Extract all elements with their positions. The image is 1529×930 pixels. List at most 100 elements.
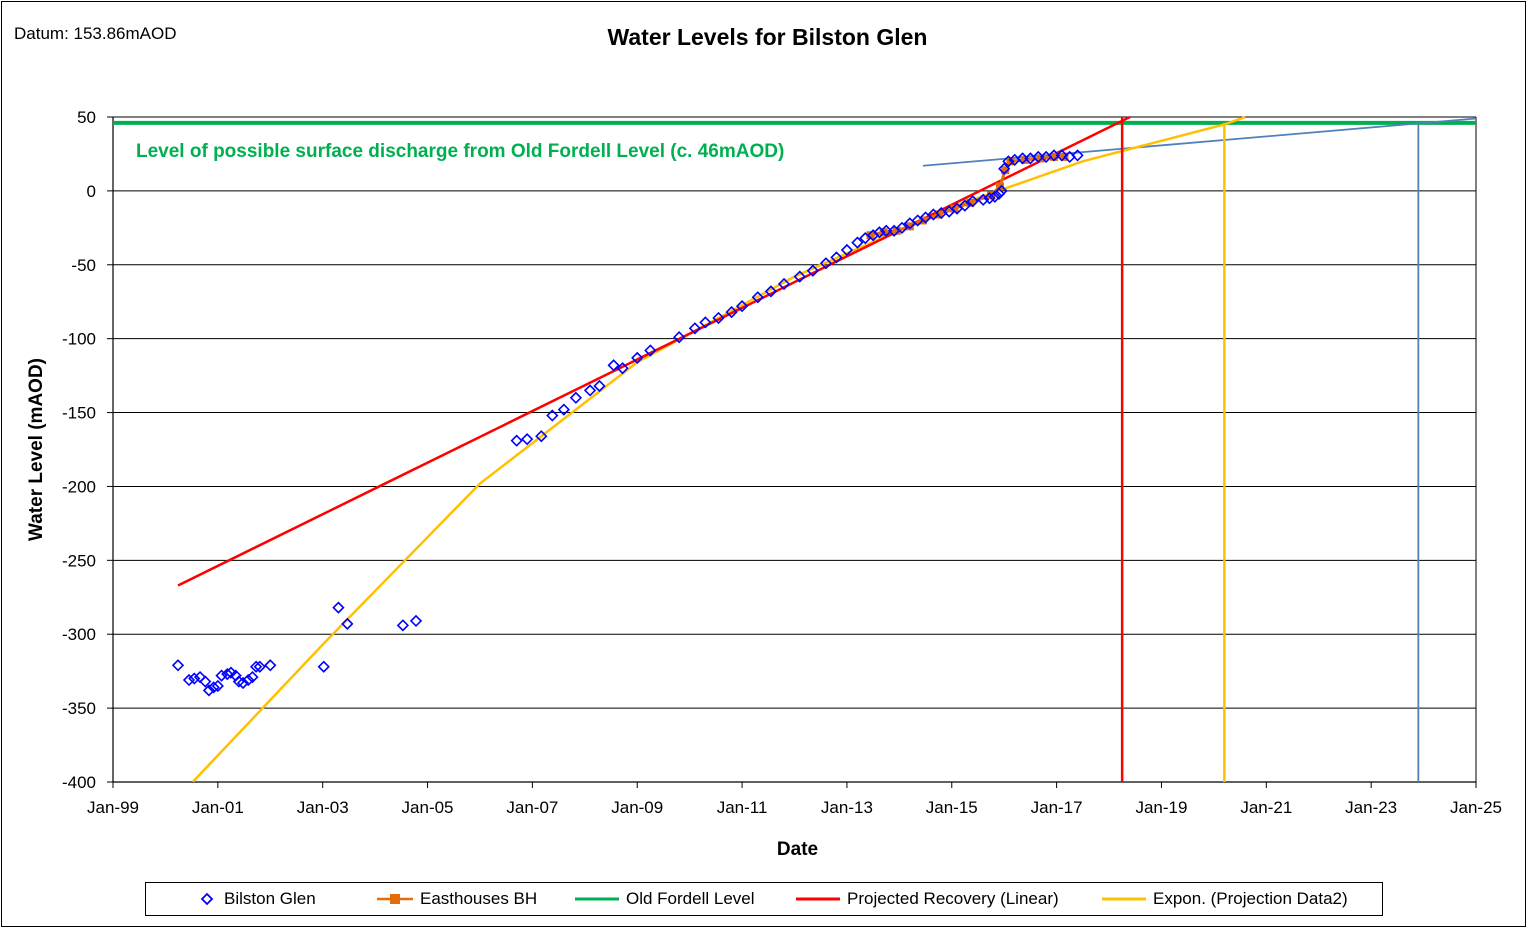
bilston-glen-point: [1055, 149, 1068, 162]
bilston-glen-point: [751, 291, 764, 304]
bilston-glen-point: [988, 190, 1001, 203]
bilston-glen-point: [583, 384, 597, 397]
y-tick-label: -350: [62, 699, 96, 718]
x-tick-label: Jan-05: [402, 798, 454, 817]
x-tick-label: Jan-11: [717, 798, 768, 817]
y-tick-label: -400: [62, 773, 96, 792]
bilston-glen-point: [998, 162, 1011, 175]
bilston-glen-point: [221, 667, 234, 681]
x-tick-label: Jan-25: [1450, 798, 1502, 817]
bilston-glen-point: [830, 251, 843, 264]
bilston-glen-point: [202, 684, 216, 697]
legend-label: Bilston Glen: [224, 889, 316, 908]
easthouses-bh-point: [905, 222, 914, 231]
bilston-glen-point: [396, 619, 410, 632]
bilston-glen-point: [673, 331, 686, 344]
bilston-glen-point: [264, 659, 277, 672]
bilston-glen-point: [317, 660, 330, 673]
bilston-glen-point: [246, 670, 259, 684]
bilston-glen-point: [806, 264, 819, 277]
bilston-glen-point: [1002, 155, 1015, 168]
x-tick-label: Jan-13: [821, 798, 873, 817]
y-tick-label: 50: [77, 108, 96, 127]
x-tick-label: Jan-17: [1031, 798, 1083, 817]
bilston-glen-point: [699, 316, 712, 329]
bilston-glen-point: [977, 193, 990, 206]
bilston-glen-point: [1071, 149, 1084, 162]
bilston-glen-point: [171, 659, 185, 672]
bilston-glen-point: [992, 187, 1006, 200]
y-tick-label: -150: [62, 404, 96, 423]
datum-label: Datum: 153.86mAOD: [14, 24, 177, 43]
y-tick-label: -200: [62, 477, 96, 496]
green-line-icon: [575, 897, 619, 901]
bilston-glen-point: [712, 311, 725, 325]
bilston-glen-point: [546, 409, 559, 422]
legend-item-bilston-glen: Bilston Glen: [196, 883, 316, 915]
bilston-glen-point: [207, 681, 220, 694]
bilston-glen-point: [607, 359, 620, 372]
legend-item-expon-projection: Expon. (Projection Data2): [1101, 883, 1348, 915]
bilston-glen-point: [983, 192, 996, 205]
bilston-glen-point: [182, 673, 196, 687]
x-tick-label: Jan-07: [506, 798, 558, 817]
bilston-glen-point: [777, 277, 791, 291]
easthouses-bh-point: [1001, 166, 1010, 175]
y-axis-title: Water Level (mAOD): [26, 358, 47, 541]
legend-item-easthouses-bh: Easthouses BH: [376, 883, 537, 915]
bilston-glen-point: [188, 672, 201, 685]
legend-label: Old Fordell Level: [626, 889, 755, 908]
bilston-glen-point: [764, 285, 778, 298]
bilston-glen-point: [688, 322, 702, 335]
bilston-glen-point: [510, 434, 523, 447]
bilston-glen-point: [1016, 152, 1029, 165]
bilston-glen-point: [253, 660, 266, 673]
bilston-glen-point: [793, 270, 806, 283]
bilston-glen-point: [819, 257, 833, 270]
bilston-glen-point: [880, 224, 893, 237]
bilston-glen-point: [851, 236, 864, 249]
easthouses-bh-point: [1049, 152, 1058, 161]
y-tick-label: -250: [62, 551, 96, 570]
blue-trend-line: [922, 117, 1477, 167]
y-tick-label: 0: [87, 182, 96, 201]
bilston-glen-point: [215, 669, 228, 682]
bilston-glen-point: [521, 433, 534, 446]
easthouses-bh-point: [950, 204, 959, 213]
x-tick-label: Jan-21: [1240, 798, 1292, 817]
bilston-glen-point: [958, 199, 972, 212]
y-tick-label: -50: [71, 256, 96, 275]
bilston-glen-point: [535, 430, 548, 443]
legend-label: Projected Recovery (Linear): [847, 889, 1059, 908]
bilston-glen-point: [242, 673, 255, 687]
y-tick-label: -300: [62, 625, 96, 644]
surface-discharge-annotation: Level of possible surface discharge from…: [136, 141, 784, 162]
legend-item-projected-recovery: Projected Recovery (Linear): [795, 883, 1059, 915]
x-tick-label: Jan-09: [611, 798, 663, 817]
bilston-glen-point: [593, 379, 606, 393]
legend-label: Easthouses BH: [420, 889, 538, 908]
bilston-glen-point: [995, 184, 1008, 198]
exponential-projection-curve: [191, 115, 1246, 782]
y-tick-label: -100: [62, 330, 96, 349]
bilston-glen-point: [332, 601, 345, 614]
easthouses-bh-point: [892, 226, 901, 235]
x-tick-label: Jan-03: [297, 798, 349, 817]
bilston-glen-point: [895, 221, 909, 234]
bilston-glen-point: [569, 391, 583, 404]
bilston-glen-point: [631, 351, 644, 365]
bilston-glen-point: [557, 403, 570, 416]
bilston-glen-point: [735, 300, 749, 313]
x-tick-label: Jan-23: [1345, 798, 1397, 817]
chart-title: Water Levels for Bilston Glen: [0, 24, 1529, 51]
bilston-glen-point: [1032, 150, 1045, 164]
x-tick-label: Jan-99: [87, 798, 139, 817]
legend-item-old-fordell-level: Old Fordell Level: [574, 883, 755, 915]
x-axis-title: Date: [777, 839, 818, 860]
bilston-glen-point: [199, 675, 212, 688]
bilston-glen-point: [725, 305, 738, 319]
bilston-glen-point: [966, 195, 979, 208]
bilston-glen-point: [873, 226, 886, 239]
